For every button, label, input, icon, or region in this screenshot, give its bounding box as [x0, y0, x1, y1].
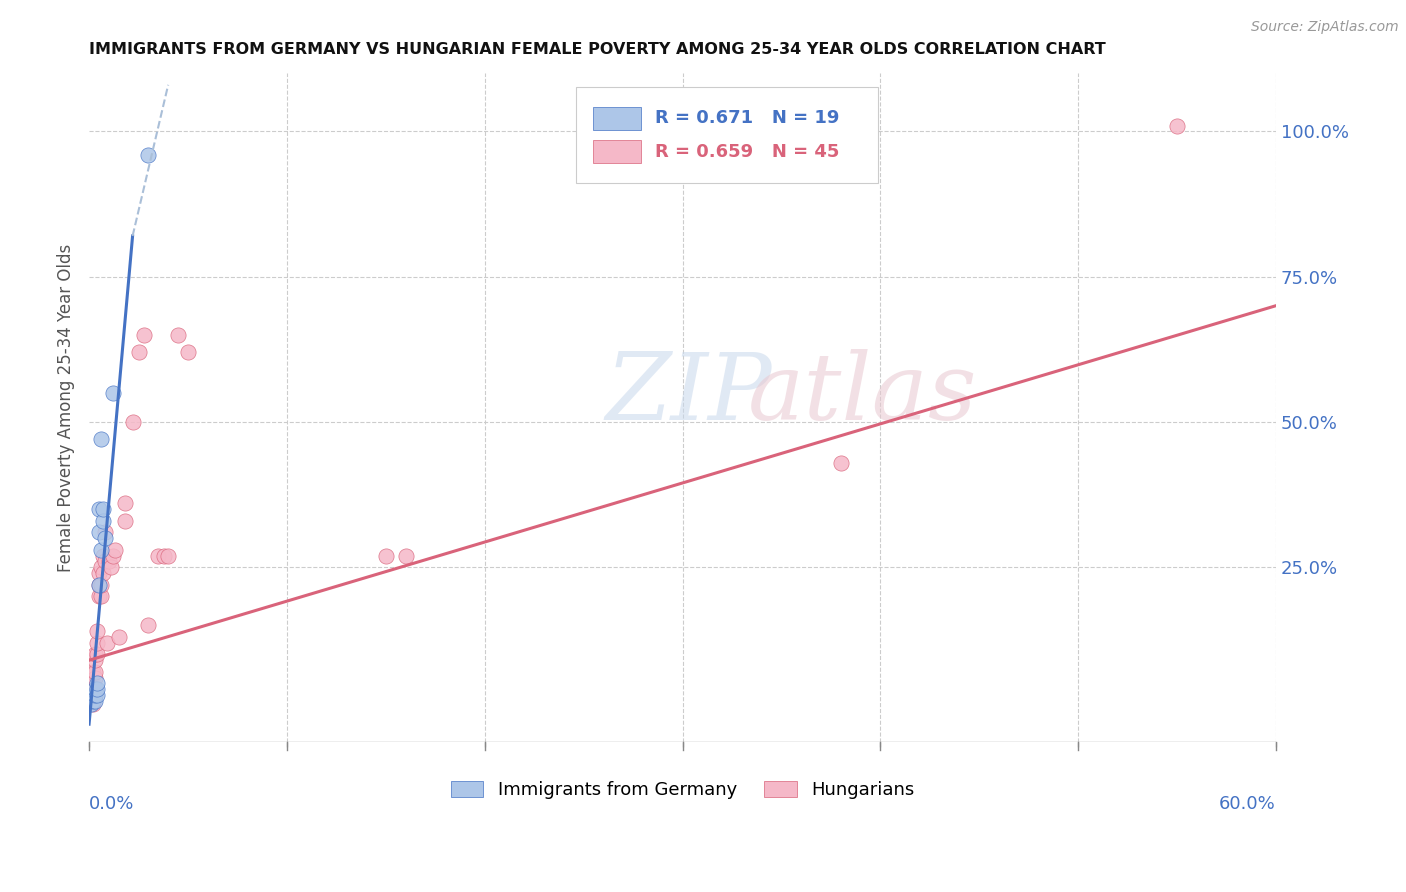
Point	[90, 577, 112, 591]
Point	[94, 525, 117, 540]
Point	[86, 648, 108, 662]
Point	[86, 676, 108, 690]
Point	[84, 688, 107, 702]
Point	[84, 665, 107, 679]
Text: 0.0%: 0.0%	[89, 795, 135, 814]
Point	[82, 688, 104, 702]
Point	[86, 624, 108, 639]
Text: atlas: atlas	[748, 349, 977, 439]
Point	[90, 590, 112, 604]
Point	[87, 525, 110, 540]
Point	[101, 549, 124, 563]
Point	[91, 502, 114, 516]
Point	[91, 566, 114, 580]
Text: Source: ZipAtlas.com: Source: ZipAtlas.com	[1251, 20, 1399, 34]
Point	[121, 415, 143, 429]
Point	[80, 694, 103, 708]
Text: ZIP: ZIP	[606, 349, 772, 439]
Point	[94, 531, 117, 545]
Point	[86, 688, 108, 702]
Point	[80, 688, 103, 702]
FancyBboxPatch shape	[593, 140, 641, 163]
FancyBboxPatch shape	[575, 87, 879, 184]
Point	[138, 147, 160, 161]
Point	[91, 514, 114, 528]
Point	[82, 665, 104, 679]
Point	[87, 590, 110, 604]
Point	[87, 502, 110, 516]
Point	[97, 554, 120, 568]
Point	[82, 694, 104, 708]
Point	[82, 697, 104, 711]
Point	[82, 676, 104, 690]
Point	[84, 648, 107, 662]
Point	[101, 385, 124, 400]
Legend: Immigrants from Germany, Hungarians: Immigrants from Germany, Hungarians	[443, 773, 921, 806]
Text: 60.0%: 60.0%	[1219, 795, 1277, 814]
Point	[104, 542, 127, 557]
Point	[90, 560, 112, 574]
Text: IMMIGRANTS FROM GERMANY VS HUNGARIAN FEMALE POVERTY AMONG 25-34 YEAR OLDS CORREL: IMMIGRANTS FROM GERMANY VS HUNGARIAN FEM…	[89, 42, 1105, 57]
Point	[87, 566, 110, 580]
Point	[94, 554, 117, 568]
Point	[96, 636, 118, 650]
Point	[100, 560, 122, 574]
Point	[830, 456, 852, 470]
Point	[84, 694, 107, 708]
Point	[84, 671, 107, 685]
Point	[87, 577, 110, 591]
Point	[91, 549, 114, 563]
Text: R = 0.671   N = 19: R = 0.671 N = 19	[655, 110, 839, 128]
Y-axis label: Female Poverty Among 25-34 Year Olds: Female Poverty Among 25-34 Year Olds	[58, 244, 75, 572]
Point	[86, 682, 108, 697]
Point	[167, 327, 190, 342]
Point	[148, 549, 170, 563]
Point	[80, 697, 103, 711]
Point	[90, 542, 112, 557]
Point	[87, 577, 110, 591]
Point	[84, 682, 107, 697]
FancyBboxPatch shape	[593, 107, 641, 130]
Point	[114, 496, 136, 510]
Point	[153, 549, 176, 563]
Point	[138, 618, 160, 632]
Point	[177, 345, 200, 359]
Point	[1166, 119, 1188, 133]
Point	[134, 327, 156, 342]
Point	[86, 636, 108, 650]
Text: R = 0.659   N = 45: R = 0.659 N = 45	[655, 143, 839, 161]
Point	[394, 549, 416, 563]
Point	[90, 433, 112, 447]
Point	[374, 549, 396, 563]
Point	[82, 694, 104, 708]
Point	[107, 630, 129, 644]
Point	[157, 549, 180, 563]
Point	[84, 682, 107, 697]
Point	[114, 514, 136, 528]
Point	[128, 345, 150, 359]
Point	[84, 653, 107, 667]
